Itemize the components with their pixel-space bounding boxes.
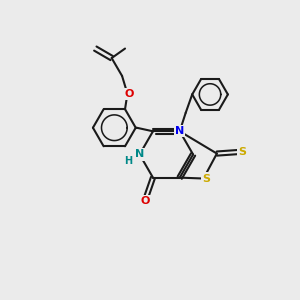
Text: O: O bbox=[124, 89, 134, 99]
Text: S: S bbox=[238, 147, 246, 157]
Text: N: N bbox=[135, 149, 144, 160]
Text: N: N bbox=[175, 126, 184, 136]
Text: S: S bbox=[202, 173, 210, 184]
Text: H: H bbox=[124, 156, 132, 166]
Text: O: O bbox=[141, 196, 150, 206]
